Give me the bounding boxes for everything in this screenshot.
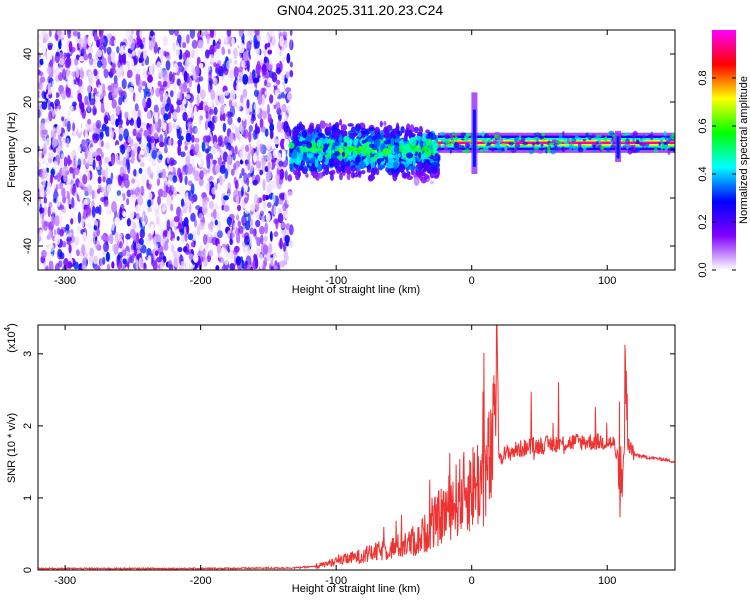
spectrogram-plot-area [38,30,675,270]
y-tick-label: -40 [22,238,34,254]
x-tick-label: -300 [54,575,76,587]
snr-scale-prefix: (x10 [6,331,18,352]
x-tick-label: -300 [54,275,76,287]
y-tick-label: 20 [22,96,34,108]
snr-x-axis-label: Height of straight line (km) [292,583,420,595]
x-tick-label: -200 [190,275,212,287]
spectrogram-region [38,30,294,270]
spectrogram-spike [615,130,622,162]
colorbar-label: Normalized spectral amplitude [738,76,750,224]
colorbar-gradient [712,30,736,270]
colorbar-tick-label: 0.6 [697,118,709,133]
x-tick-label: -100 [325,575,347,587]
y-tick-label: 0 [22,147,34,153]
colorbar-tick-label: 0.2 [697,214,709,229]
colorbar-tick-label: 0.4 [697,166,709,181]
svg-text:(x104): (x104) [3,323,18,353]
colorbar-tick-label: 0.0 [697,262,709,277]
spectrogram-x-axis-label: Height of straight line (km) [292,284,420,296]
chart-title: GN04.2025.311.20.23.C24 [277,2,444,18]
snr-y-axis-label: SNR (10 * v/v) [6,413,18,483]
snr-series-line [38,325,675,570]
x-tick-label: 0 [469,275,475,287]
snr-frame [37,324,676,571]
y-tick-label: 1 [22,495,34,501]
spectrogram-region [436,130,675,156]
y-tick-label: 40 [22,48,34,60]
spectrogram-spike [471,92,478,174]
snr-y-scale-note: (x104) [3,323,18,353]
y-tick-label: 3 [22,351,34,357]
snr-scale-suffix: ) [6,323,18,327]
y-tick-label: -20 [22,190,34,206]
x-tick-label: -200 [190,575,212,587]
snr-panel: -300 -200 -100 0 100 0 1 2 3 Height of straight … [3,323,676,595]
snr-scale-exponent: 4 [3,326,12,331]
x-tick-label: 100 [598,275,616,287]
x-tick-label: 100 [598,575,616,587]
spectrogram-y-axis-label: Frequency (Hz) [6,112,18,188]
x-tick-label: 0 [469,575,475,587]
y-tick-label: 0 [22,567,34,573]
x-tick-label: -100 [325,275,347,287]
y-tick-label: 2 [22,423,34,429]
colorbar-ticks: 0.0 0.2 0.4 0.6 0.8 [697,70,736,278]
colorbar: 0.0 0.2 0.4 0.6 0.8 Normalized spectral ampl… [697,30,750,278]
spectrogram-region [288,119,441,186]
snr-axes: -300 -200 -100 0 100 0 1 2 3 [22,325,675,587]
colorbar-tick-label: 0.8 [697,70,709,85]
